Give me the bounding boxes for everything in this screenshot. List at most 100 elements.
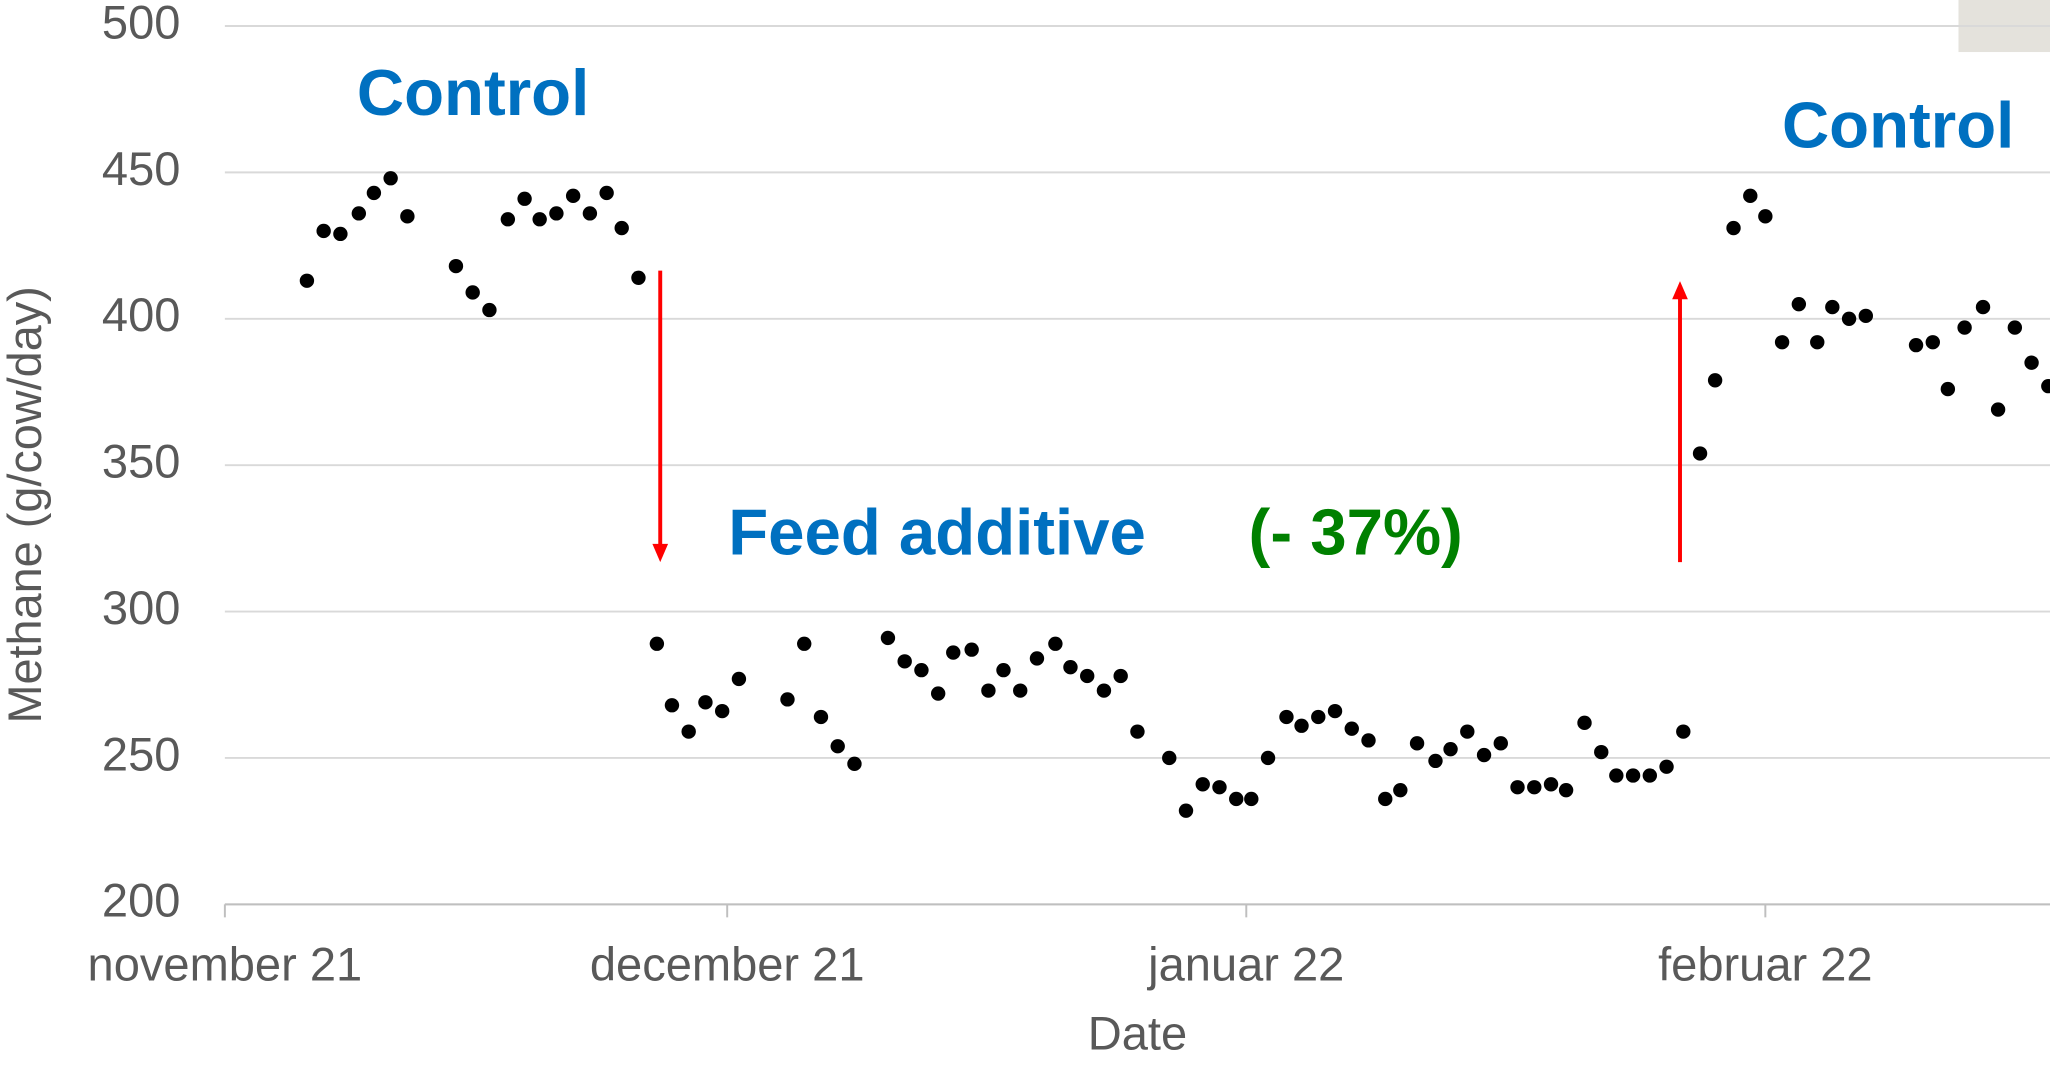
arrows — [652, 270, 1688, 563]
y-tick-label: 250 — [102, 727, 181, 780]
point — [664, 698, 680, 713]
point — [1178, 803, 1194, 818]
point — [1791, 297, 1807, 312]
point — [1577, 715, 1592, 730]
point — [1327, 703, 1343, 719]
point — [731, 671, 747, 687]
point — [714, 703, 730, 719]
point — [1409, 736, 1425, 751]
point — [1428, 753, 1443, 769]
point — [1609, 768, 1624, 783]
point — [2041, 378, 2050, 394]
point — [316, 223, 331, 239]
point — [1311, 709, 1326, 725]
point — [1279, 709, 1294, 725]
point — [400, 209, 415, 224]
point — [946, 645, 961, 660]
point — [1244, 791, 1259, 807]
y-tick-label: 500 — [102, 0, 181, 48]
point — [797, 636, 812, 651]
point — [482, 302, 497, 318]
point — [1476, 747, 1492, 763]
point — [333, 226, 348, 242]
point — [1743, 188, 1758, 203]
point — [930, 686, 946, 701]
point — [981, 683, 996, 698]
point — [1940, 381, 1956, 397]
point — [1344, 721, 1359, 736]
y-tick-label: 200 — [102, 874, 181, 927]
x-tick-label: februar 22 — [1658, 938, 1872, 991]
point — [614, 220, 629, 236]
point — [1543, 777, 1559, 792]
point — [500, 212, 516, 227]
point — [1080, 668, 1095, 684]
point — [880, 630, 896, 646]
point — [1975, 299, 1991, 315]
point — [813, 709, 829, 725]
point — [1774, 335, 1790, 350]
point — [631, 270, 646, 285]
point — [698, 695, 713, 710]
point — [1625, 768, 1641, 783]
annotation: (- 37%) — [1249, 496, 1463, 569]
annotation: Feed additive — [728, 496, 1146, 569]
point — [1130, 724, 1145, 739]
arrow-head — [652, 543, 669, 563]
point — [1558, 783, 1574, 798]
point — [996, 662, 1011, 678]
point — [1361, 733, 1376, 748]
point — [1810, 335, 1825, 350]
point — [964, 642, 979, 657]
point — [847, 756, 862, 771]
point — [1294, 718, 1309, 733]
point — [1260, 750, 1276, 766]
point — [1063, 660, 1078, 675]
point — [1841, 311, 1857, 326]
point — [582, 206, 598, 221]
point — [1676, 724, 1691, 739]
point — [1229, 791, 1244, 807]
x-tick-label: november 21 — [88, 938, 363, 991]
point — [599, 185, 614, 201]
point — [565, 188, 581, 203]
point — [1990, 402, 2006, 417]
point — [1212, 780, 1227, 795]
point — [1378, 791, 1393, 807]
x-tick-label: december 21 — [590, 938, 865, 991]
point — [517, 191, 532, 206]
point — [1195, 777, 1210, 792]
grid — [223, 25, 2050, 918]
point — [897, 654, 912, 669]
point — [1659, 759, 1674, 774]
point — [1758, 209, 1773, 224]
point — [780, 692, 795, 707]
points — [299, 171, 2050, 818]
point — [1113, 668, 1128, 684]
point — [1858, 308, 1874, 324]
point — [830, 739, 845, 754]
point — [1726, 220, 1741, 236]
point — [1493, 736, 1508, 751]
point — [1957, 320, 1972, 335]
x-tick-label: januar 22 — [1146, 938, 1344, 991]
annotation: Control — [1782, 88, 2014, 161]
point — [649, 636, 665, 651]
point — [1162, 750, 1177, 766]
point — [1029, 651, 1045, 666]
annotation: Control — [357, 56, 589, 129]
point — [383, 171, 398, 186]
point — [465, 285, 480, 300]
point — [448, 258, 464, 274]
point — [366, 185, 382, 201]
point — [1642, 768, 1658, 783]
point — [1510, 780, 1525, 795]
point — [1707, 373, 1723, 388]
y-tick-label: 450 — [102, 142, 181, 195]
arrow-head — [1672, 281, 1688, 300]
point — [1908, 337, 1924, 353]
point — [532, 212, 547, 227]
point — [2007, 320, 2023, 335]
